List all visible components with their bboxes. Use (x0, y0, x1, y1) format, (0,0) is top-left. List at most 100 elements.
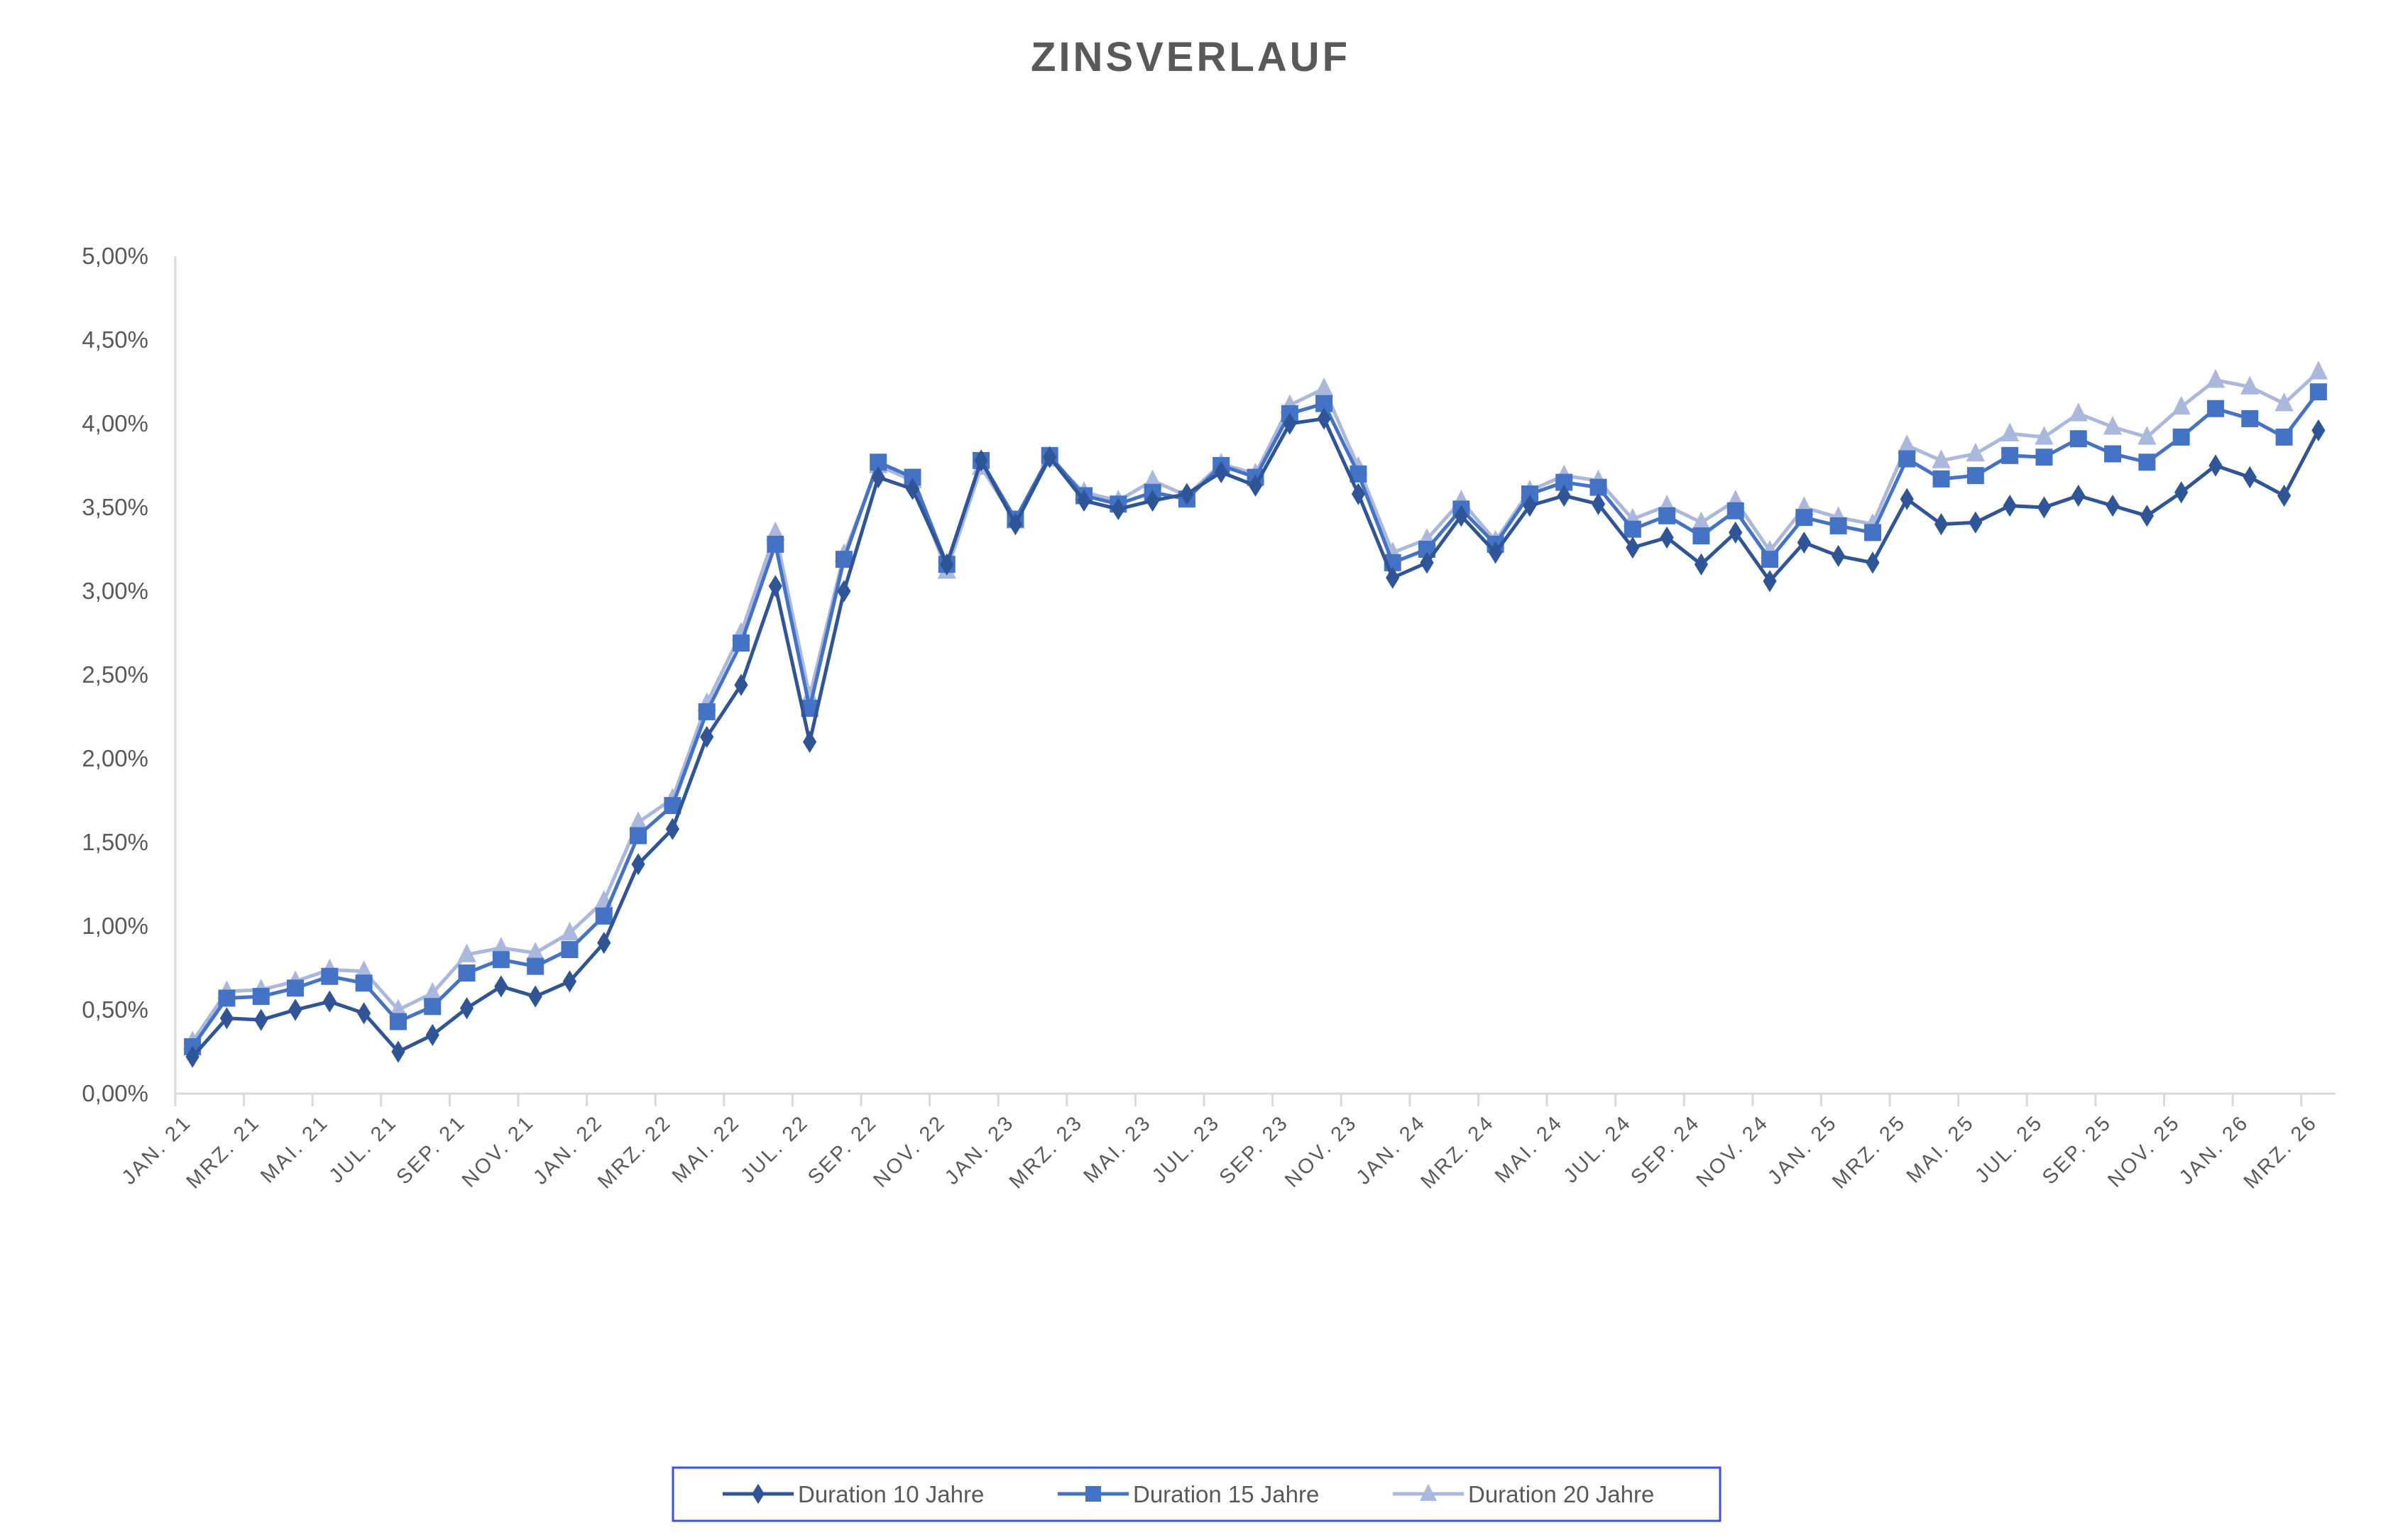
square-marker (630, 827, 647, 845)
y-tick-label: 5,00% (82, 243, 148, 269)
diamond-marker (1111, 497, 1125, 520)
diamond-marker (631, 853, 645, 876)
diamond-marker (1969, 511, 1983, 534)
triangle-marker (1314, 377, 1334, 397)
diamond-marker (254, 1008, 268, 1031)
square-marker (2001, 446, 2019, 464)
square-marker (1624, 520, 1641, 538)
square-marker (458, 964, 476, 982)
y-tick-label: 4,00% (82, 410, 148, 436)
legend-label: Duration 10 Jahre (798, 1481, 984, 1507)
square-marker (424, 998, 442, 1016)
diamond-marker (1248, 474, 1263, 497)
triangle-marker (491, 937, 511, 956)
diamond-marker (357, 1002, 371, 1025)
diamond-marker (288, 999, 302, 1021)
diamond-marker (1763, 570, 1777, 593)
diamond-marker (1797, 531, 1811, 554)
triangle-marker (1692, 511, 1711, 531)
square-marker (1692, 527, 1710, 545)
x-tick-label: JUL. 23 (1148, 1111, 1225, 1187)
x-tick-label: MAI. 22 (668, 1111, 745, 1187)
triangle-marker (1419, 1483, 1438, 1501)
diamond-marker (974, 449, 988, 472)
diamond-marker (2037, 496, 2052, 519)
square-marker (321, 967, 339, 985)
diamond-marker (1866, 551, 1880, 574)
square-marker (2104, 445, 2122, 463)
diamond-marker (494, 975, 508, 998)
diamond-marker (1454, 505, 1468, 527)
chart-title: ZINSVERLAUF (1031, 34, 1350, 80)
diamond-marker (665, 818, 679, 840)
triangle-marker (457, 943, 476, 962)
triangle-marker (766, 521, 785, 541)
square-marker (287, 979, 305, 997)
y-tick-label: 1,00% (82, 913, 148, 939)
square-marker (1932, 470, 1950, 488)
diamond-marker (1008, 513, 1022, 536)
diamond-marker (2277, 484, 2292, 507)
diamond-marker (1145, 489, 1160, 512)
diamond-marker (322, 990, 336, 1013)
y-tick-label: 2,50% (82, 661, 148, 688)
diamond-marker (1351, 483, 1366, 505)
diamond-marker (219, 1007, 234, 1030)
diamond-marker (1660, 526, 1674, 549)
square-marker (1726, 502, 1744, 519)
y-tick-label: 3,00% (82, 578, 148, 604)
square-marker (1829, 517, 1847, 534)
series-duration-10-jahre (185, 407, 2326, 1068)
y-tick-label: 3,50% (82, 494, 148, 520)
x-tick-label: NOV. 22 (869, 1111, 950, 1192)
triangle-marker (2069, 402, 2088, 422)
y-tick-label: 4,50% (82, 326, 148, 353)
triangle-marker (2240, 375, 2260, 395)
diamond-marker (2071, 484, 2086, 507)
x-tick-label: NOV. 25 (2103, 1111, 2184, 1192)
x-tick-label: MAI. 21 (256, 1111, 333, 1187)
diamond-marker (1557, 484, 1571, 507)
triangle-marker (2000, 422, 2020, 441)
square-marker (252, 988, 270, 1006)
diamond-marker (1626, 537, 1640, 559)
legend-label: Duration 20 Jahre (1468, 1481, 1654, 1507)
diamond-marker (391, 1040, 405, 1063)
x-tick-label: MAI. 24 (1491, 1111, 1567, 1187)
diamond-marker (1180, 483, 1194, 505)
diamond-marker (1317, 407, 1331, 430)
legend-label: Duration 15 Jahre (1133, 1481, 1319, 1507)
diamond-marker (2140, 505, 2154, 527)
diamond-marker (1043, 446, 1057, 468)
diamond-marker (837, 580, 851, 603)
y-tick-label: 0,00% (82, 1080, 148, 1106)
triangle-marker (1898, 434, 1917, 453)
diamond-marker (1729, 521, 1743, 544)
square-marker (2206, 400, 2224, 417)
diamond-marker (2311, 419, 2326, 442)
square-marker (2309, 383, 2327, 401)
triangle-marker (2103, 416, 2123, 435)
diamond-marker (1214, 461, 1228, 484)
diamond-marker (185, 1045, 199, 1068)
x-tick-label: NOV. 21 (458, 1111, 539, 1192)
diamond-marker (2174, 481, 2189, 504)
x-tick-label: NOV. 23 (1281, 1111, 1362, 1192)
legend-item: Duration 20 Jahre (1393, 1481, 1654, 1507)
x-tick-label: MAI. 25 (1903, 1111, 1979, 1187)
square-marker (835, 551, 853, 568)
square-marker (1898, 450, 1916, 468)
square-marker (492, 951, 510, 969)
square-marker (1966, 467, 1984, 485)
triangle-marker (423, 981, 442, 1001)
square-marker (595, 907, 613, 925)
legend-box (672, 1466, 1722, 1522)
diamond-marker (1832, 544, 1846, 568)
series-group (182, 361, 2328, 1068)
diamond-marker (1694, 553, 1709, 576)
x-tick-label: JUL. 21 (325, 1111, 402, 1187)
square-marker (732, 634, 750, 652)
x-tick-label: MRZ. 21 (182, 1111, 265, 1193)
square-marker (2275, 428, 2293, 446)
y-tick-label: 2,00% (82, 745, 148, 771)
